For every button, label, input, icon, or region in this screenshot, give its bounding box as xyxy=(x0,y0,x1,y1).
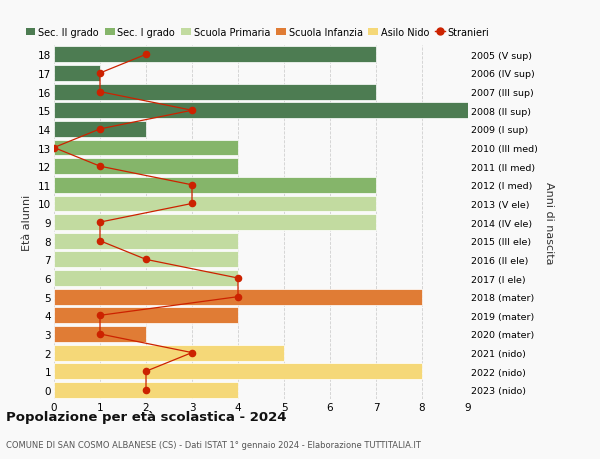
Bar xyxy=(54,382,238,398)
Point xyxy=(141,368,151,375)
Bar xyxy=(54,233,238,249)
Point xyxy=(187,107,197,115)
Point xyxy=(95,70,105,78)
Point xyxy=(187,182,197,189)
Y-axis label: Anni di nascita: Anni di nascita xyxy=(544,181,554,264)
Y-axis label: Età alunni: Età alunni xyxy=(22,195,32,251)
Bar xyxy=(54,140,238,156)
Point xyxy=(95,312,105,319)
Point xyxy=(187,349,197,357)
Point xyxy=(95,238,105,245)
Bar xyxy=(54,326,146,342)
Text: Popolazione per età scolastica - 2024: Popolazione per età scolastica - 2024 xyxy=(6,410,287,423)
Text: COMUNE DI SAN COSMO ALBANESE (CS) - Dati ISTAT 1° gennaio 2024 - Elaborazione TU: COMUNE DI SAN COSMO ALBANESE (CS) - Dati… xyxy=(6,441,421,449)
Point xyxy=(141,256,151,263)
Point xyxy=(95,219,105,226)
Bar xyxy=(54,103,468,119)
Bar xyxy=(54,47,376,63)
Point xyxy=(95,126,105,133)
Bar xyxy=(54,122,146,138)
Point xyxy=(233,275,243,282)
Bar xyxy=(54,159,238,175)
Bar xyxy=(54,215,376,230)
Bar xyxy=(54,308,238,324)
Point xyxy=(95,89,105,96)
Bar xyxy=(54,364,422,379)
Bar xyxy=(54,252,238,268)
Bar xyxy=(54,84,376,101)
Legend: Sec. II grado, Sec. I grado, Scuola Primaria, Scuola Infanzia, Asilo Nido, Stran: Sec. II grado, Sec. I grado, Scuola Prim… xyxy=(26,28,490,38)
Point xyxy=(95,330,105,338)
Bar xyxy=(54,345,284,361)
Point xyxy=(49,145,59,152)
Point xyxy=(141,386,151,394)
Bar xyxy=(54,289,422,305)
Bar xyxy=(54,196,376,212)
Bar xyxy=(54,66,100,82)
Point xyxy=(187,200,197,207)
Bar xyxy=(54,178,376,193)
Point xyxy=(141,51,151,59)
Bar xyxy=(54,270,238,286)
Point xyxy=(233,293,243,301)
Point xyxy=(95,163,105,170)
